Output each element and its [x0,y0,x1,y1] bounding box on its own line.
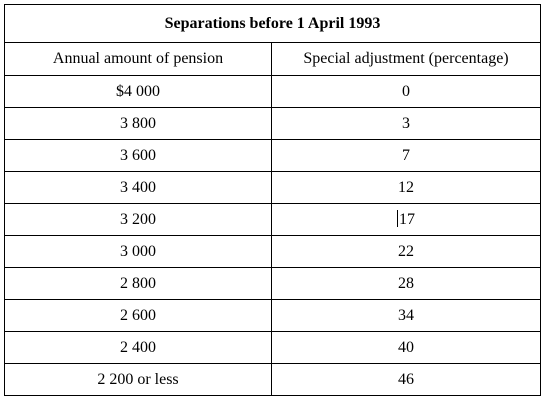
adjustment-cell: 28 [270,267,542,300]
table-row: 3 000 22 [4,235,542,268]
adjustment-cell: 0 [270,75,542,108]
adjustment-cell: 46 [270,363,542,396]
pension-amount-cell: 3 400 [4,171,272,204]
pension-amount-cell: 2 400 [4,331,272,364]
pension-amount-cell: 2 600 [4,299,272,332]
table-header-row: Annual amount of pension Special adjustm… [4,42,542,76]
table-row: 2 200 or less 46 [4,363,542,396]
adjustment-cell-editing[interactable]: 17 [270,203,542,236]
table-row: 3 600 7 [4,139,542,172]
table-row: 2 600 34 [4,299,542,332]
table-row: 3 800 3 [4,107,542,140]
adjustment-cell: 3 [270,107,542,140]
pension-adjustment-table: Separations before 1 April 1993 Annual a… [3,4,542,396]
pension-amount-cell: $4 000 [4,75,272,108]
pension-amount-cell: 2 800 [4,267,272,300]
pension-amount-cell: 3 000 [4,235,272,268]
table-title: Separations before 1 April 1993 [3,4,542,43]
adjustment-cell: 34 [270,299,542,332]
column-header-pension: Annual amount of pension [4,42,272,76]
adjustment-value: 17 [399,211,415,228]
adjustment-cell: 22 [270,235,542,268]
pension-amount-cell: 3 600 [4,139,272,172]
pension-amount-cell: 3 200 [4,203,272,236]
pension-amount-cell: 3 800 [4,107,272,140]
adjustment-cell: 7 [270,139,542,172]
adjustment-cell: 40 [270,331,542,364]
pension-amount-cell: 2 200 or less [4,363,272,396]
table-row: 3 200 17 [4,203,542,236]
table-row: 2 800 28 [4,267,542,300]
table-row: 3 400 12 [4,171,542,204]
text-cursor [397,210,398,227]
table-row: $4 000 0 [4,75,542,108]
adjustment-cell: 12 [270,171,542,204]
column-header-adjustment: Special adjustment (percentage) [270,42,542,76]
table-row: 2 400 40 [4,331,542,364]
